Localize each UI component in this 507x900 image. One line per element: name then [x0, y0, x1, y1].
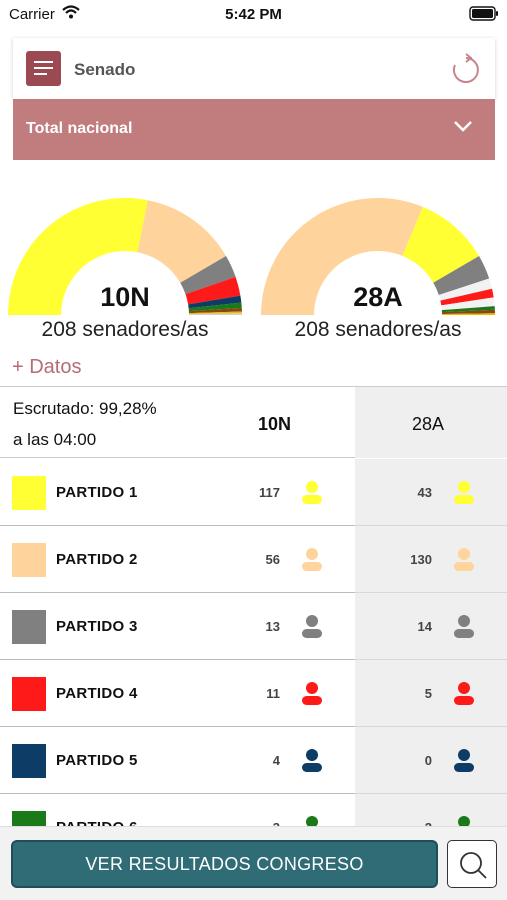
table-row[interactable]: PARTIDO 4 11 5	[0, 660, 507, 727]
party-name: PARTIDO 2	[56, 551, 138, 568]
seats-10n: 11	[266, 686, 280, 701]
gauge-segment	[433, 255, 490, 296]
person-icon	[452, 681, 476, 712]
gauge-28a-chart	[261, 198, 495, 315]
page-title: Senado	[74, 60, 136, 79]
seats-28a: 2	[380, 820, 432, 826]
refresh-icon[interactable]	[451, 53, 481, 90]
person-icon	[452, 748, 476, 779]
seats-10n: 4	[272, 753, 280, 768]
gauge-segment	[185, 276, 241, 305]
table-row[interactable]: PARTIDO 6 3 2	[0, 794, 507, 826]
chevron-down-icon	[453, 119, 473, 138]
gauge-segment	[441, 306, 495, 313]
region-select[interactable]: Total nacional	[13, 99, 495, 160]
carrier-label: Carrier	[9, 6, 55, 23]
gauge-segment	[441, 297, 495, 311]
table-row[interactable]: PARTIDO 5 4 0	[0, 727, 507, 794]
party-name: PARTIDO 1	[56, 484, 138, 501]
gauge-28a: 28A 208 senadores/as	[253, 180, 503, 350]
person-icon	[452, 547, 476, 578]
gauge-charts: 10N 208 senadores/as 28A 208 senadores/a…	[0, 180, 507, 350]
results-list: PARTIDO 1 117 43 PARTIDO 2 56 130 PARTIDO 3 13 1…	[0, 459, 507, 826]
person-icon	[452, 614, 476, 645]
gauge-segment	[261, 198, 423, 315]
bottom-bar: VER RESULTADOS CONGRESO	[0, 826, 507, 900]
party-name: PARTIDO 4	[56, 685, 138, 702]
seats-10n: 3	[230, 820, 280, 826]
column-header-28a[interactable]: 28A	[412, 414, 445, 434]
gauge-segment	[8, 198, 148, 315]
person-icon	[300, 480, 324, 511]
gauge-segment	[440, 288, 494, 306]
view-congreso-button[interactable]: VER RESULTADOS CONGRESO	[11, 840, 438, 888]
party-color-swatch	[12, 744, 46, 778]
search-icon	[460, 852, 487, 879]
seats-10n: 117	[259, 485, 280, 500]
person-icon	[452, 815, 476, 826]
search-button[interactable]	[447, 840, 497, 888]
party-color-swatch	[12, 677, 46, 711]
seats-28a: 14	[417, 619, 432, 634]
clock: 5:42 PM	[225, 6, 282, 23]
table-row[interactable]: PARTIDO 2 56 130	[0, 526, 507, 593]
seats-28a: 5	[424, 686, 432, 701]
party-color-swatch	[12, 543, 46, 577]
party-name: PARTIDO 6	[56, 819, 138, 826]
person-icon	[300, 614, 324, 645]
seats-10n: 13	[265, 619, 280, 634]
menu-icon[interactable]	[26, 51, 61, 86]
results-table-header: Escrutado: 99,28% a las 04:00 10N 28A	[0, 386, 507, 458]
gauge-segment	[180, 255, 236, 295]
gauge-28a-label: 28A	[353, 282, 403, 312]
gauge-10n: 10N 208 senadores/as	[0, 180, 250, 350]
person-icon	[300, 681, 324, 712]
battery-icon	[469, 6, 499, 26]
party-name: PARTIDO 3	[56, 618, 138, 635]
person-icon	[452, 480, 476, 511]
party-color-swatch	[12, 610, 46, 644]
gauge-10n-chart	[8, 198, 242, 315]
gauge-10n-label: 10N	[100, 282, 150, 312]
gauge-segment	[402, 206, 480, 283]
person-icon	[300, 547, 324, 578]
gauge-segment	[188, 313, 242, 315]
party-color-swatch	[12, 811, 46, 826]
gauge-segment	[188, 295, 242, 309]
party-name: PARTIDO 5	[56, 752, 138, 769]
wifi-icon	[62, 5, 80, 24]
table-row[interactable]: PARTIDO 1 117 43	[0, 459, 507, 526]
gauge-segment	[441, 313, 495, 315]
person-icon	[300, 815, 324, 826]
table-row[interactable]: PARTIDO 3 13 14	[0, 593, 507, 660]
scrutiny-time: a las 04:00	[13, 430, 97, 449]
gauge-28a-subtitle: 208 senadores/as	[294, 318, 462, 341]
gauge-segment	[137, 200, 227, 283]
gauge-10n-subtitle: 208 senadores/as	[41, 318, 209, 341]
region-label: Total nacional	[26, 120, 133, 137]
gauge-segment	[438, 278, 493, 301]
status-bar: Carrier 5:42 PM	[0, 0, 507, 30]
gauge-segment	[188, 311, 242, 315]
header-card: Senado	[13, 38, 495, 100]
person-icon	[300, 748, 324, 779]
seats-28a: 0	[424, 753, 432, 768]
gauge-segment	[188, 307, 242, 314]
seats-10n: 56	[265, 552, 280, 567]
seats-28a: 43	[417, 485, 432, 500]
scrutiny-label: Escrutado: 99,28%	[13, 399, 157, 418]
gauge-segment	[441, 309, 495, 315]
party-color-swatch	[12, 476, 46, 510]
seats-28a: 130	[410, 552, 432, 567]
gauge-segment	[188, 302, 242, 312]
more-data-link[interactable]: + Datos	[12, 356, 82, 378]
column-header-10n[interactable]: 10N	[258, 414, 292, 434]
